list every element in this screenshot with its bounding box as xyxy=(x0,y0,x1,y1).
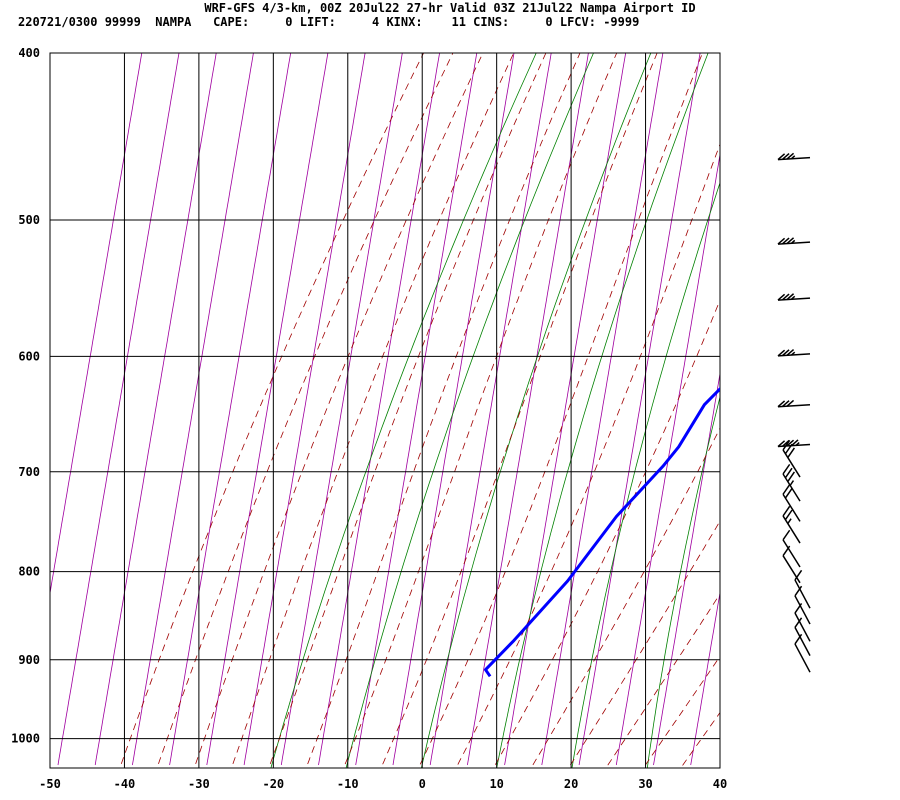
x-tick-label: 0 xyxy=(419,777,426,791)
x-tick-label: -50 xyxy=(39,777,61,791)
y-tick-label: 500 xyxy=(18,213,40,227)
x-tick-label: -30 xyxy=(188,777,210,791)
x-tick-label: 20 xyxy=(564,777,578,791)
x-tick-label: 40 xyxy=(713,777,727,791)
background-lines xyxy=(50,53,900,768)
grid xyxy=(49,52,721,768)
temperature-line xyxy=(744,138,900,679)
moist-adiabat xyxy=(268,53,547,768)
wind-barb xyxy=(794,617,811,656)
moist-adiabat xyxy=(642,655,720,768)
dewpoint-line xyxy=(484,386,720,678)
wind-barb xyxy=(782,529,801,568)
mixing-ratio-line xyxy=(392,53,515,766)
wind-barb xyxy=(794,585,811,625)
wind-barb xyxy=(794,633,811,673)
wind-barb xyxy=(794,569,811,609)
mixing-ratio-line xyxy=(94,53,217,766)
mixing-ratio-line xyxy=(615,152,720,766)
wind-barb xyxy=(777,237,811,245)
x-tick-label: -20 xyxy=(262,777,284,791)
dry-adiabat xyxy=(345,53,594,768)
moist-adiabat xyxy=(156,53,454,768)
chart-title: WRF-GFS 4/3-km, 00Z 20Jul22 27-hr Valid … xyxy=(204,1,696,15)
y-tick-label: 800 xyxy=(18,565,40,579)
moist-adiabat xyxy=(119,53,424,768)
wind-barb xyxy=(777,152,811,161)
wind-barb xyxy=(777,399,811,408)
mixing-ratio-line xyxy=(57,53,180,766)
y-tick-label: 900 xyxy=(18,653,40,667)
mixing-ratio-line xyxy=(541,53,664,766)
mixing-ratio-line xyxy=(243,53,366,766)
mixing-ratio-line xyxy=(50,53,143,596)
sounding-parameters: 220721/0300 99999 NAMPA CAPE: 0 LIFT: 4 … xyxy=(18,15,640,29)
mixing-ratio-line xyxy=(355,53,478,766)
moist-adiabat xyxy=(530,427,720,768)
dry-adiabat xyxy=(873,53,900,768)
mixing-ratio-line xyxy=(280,53,403,766)
mixing-ratio-line xyxy=(169,53,292,766)
dry-adiabat xyxy=(798,53,900,768)
dry-adiabat xyxy=(571,181,720,768)
mixing-ratio-line xyxy=(690,590,720,766)
moist-adiabat xyxy=(418,53,703,768)
wind-barb xyxy=(777,439,811,448)
mixing-ratio-line xyxy=(653,371,720,766)
wind-barb xyxy=(782,505,801,544)
mixing-ratio-line xyxy=(578,53,701,766)
moist-adiabat xyxy=(605,593,720,768)
wind-barb xyxy=(782,545,801,584)
wind-barbs xyxy=(777,152,811,673)
moist-adiabat xyxy=(231,53,515,768)
mixing-ratio-line xyxy=(206,53,329,766)
x-tick-label: 10 xyxy=(489,777,503,791)
mixing-ratio-line xyxy=(728,53,849,765)
wind-barb xyxy=(782,439,801,478)
wind-barb xyxy=(777,293,811,301)
plot-frame xyxy=(49,52,721,769)
x-tick-label: -10 xyxy=(337,777,359,791)
wind-barb xyxy=(794,603,811,642)
dry-adiabat xyxy=(723,53,880,768)
moist-adiabat xyxy=(305,53,581,768)
dry-adiabat xyxy=(270,53,537,768)
y-tick-label: 400 xyxy=(18,46,40,60)
sounding-series xyxy=(484,138,900,679)
mixing-ratio-line xyxy=(504,53,627,766)
moist-adiabat xyxy=(680,711,720,768)
moist-adiabat xyxy=(193,53,484,768)
moist-adiabat xyxy=(343,53,618,768)
wind-barb xyxy=(777,349,811,357)
y-tick-label: 700 xyxy=(18,465,40,479)
dry-adiabat xyxy=(421,53,652,768)
x-tick-label: -40 xyxy=(114,777,136,791)
moist-adiabat xyxy=(455,143,720,768)
x-tick-label: 30 xyxy=(638,777,652,791)
wind-barb xyxy=(782,484,801,522)
wind-barb xyxy=(782,463,801,502)
dry-adiabat xyxy=(496,53,709,768)
mixing-ratio-line xyxy=(132,53,254,766)
mixing-ratio-line xyxy=(467,53,589,766)
dry-adiabat xyxy=(646,395,720,768)
mixing-ratio-line xyxy=(429,53,552,766)
y-tick-label: 600 xyxy=(18,349,40,363)
moist-adiabat xyxy=(380,53,658,768)
moist-adiabat xyxy=(568,520,720,768)
mixing-ratio-line xyxy=(318,53,440,766)
moist-adiabat xyxy=(493,299,720,768)
y-tick-label: 1000 xyxy=(11,732,40,746)
